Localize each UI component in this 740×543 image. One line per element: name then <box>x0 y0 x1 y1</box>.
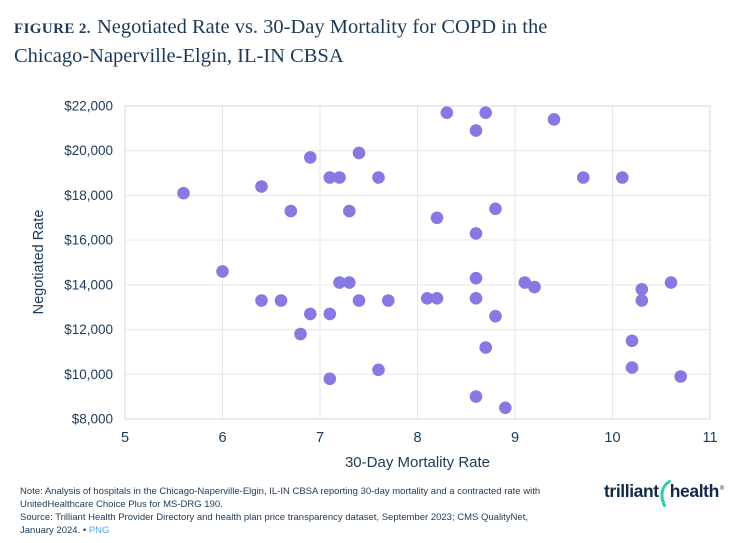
data-point <box>255 294 268 307</box>
data-point <box>304 307 317 321</box>
figure-title: FIGURE 2. Negotiated Rate vs. 30-Day Mort… <box>14 14 694 70</box>
registered-mark: ® <box>719 486 724 492</box>
data-point <box>352 294 366 307</box>
data-point <box>469 292 483 305</box>
y-tick-label: $10,000 <box>64 367 113 382</box>
data-point <box>284 204 298 218</box>
y-tick-label: $22,000 <box>64 99 113 114</box>
y-tick-label: $18,000 <box>64 188 113 203</box>
data-point <box>479 341 493 354</box>
trilliant-health-logo: trilliant health ® <box>604 480 724 507</box>
data-point <box>333 276 346 289</box>
data-point <box>518 276 532 289</box>
data-point <box>489 309 502 323</box>
data-point <box>469 271 483 285</box>
logo-swoosh-icon <box>660 480 671 507</box>
x-tick-label: 9 <box>511 430 519 446</box>
data-point <box>430 292 444 305</box>
source-line: Source: Trilliant Health Provider Direct… <box>20 512 528 523</box>
png-link[interactable]: PNG <box>88 525 110 536</box>
data-point <box>304 151 317 164</box>
figure-title-line2: Chicago-Naperville-Elgin, IL-IN CBSA <box>14 45 344 67</box>
plot-border <box>124 105 711 420</box>
source-line: January 2024. • PNG <box>20 524 600 537</box>
source-line-prefix: January 2024. • <box>20 525 89 536</box>
y-tick-label: $20,000 <box>64 143 113 158</box>
data-point <box>625 334 639 348</box>
data-point <box>635 294 649 307</box>
data-point <box>274 294 288 307</box>
data-point <box>616 171 629 184</box>
data-point <box>430 211 444 225</box>
data-point <box>664 276 678 289</box>
data-point <box>625 361 639 374</box>
data-point <box>528 280 541 294</box>
data-point <box>177 186 190 200</box>
data-point <box>372 363 385 377</box>
x-tick-label: 7 <box>316 430 324 446</box>
data-point <box>343 276 356 289</box>
data-point <box>499 401 512 415</box>
footer-note: Note: Analysis of hospitals in the Chica… <box>20 485 600 537</box>
data-point <box>352 146 366 160</box>
data-point <box>577 171 590 184</box>
figure-label: FIGURE 2. <box>14 21 91 37</box>
y-axis-title: Negotiated Rate <box>31 210 47 315</box>
y-tick-label: $12,000 <box>64 322 113 337</box>
note-line: UnitedHealthcare Choice Plus for MS-DRG … <box>20 499 223 510</box>
logo-word-health: health <box>669 481 720 501</box>
x-tick-label: 8 <box>413 430 421 446</box>
data-point <box>294 327 307 341</box>
data-point <box>382 294 395 307</box>
data-point <box>469 124 483 137</box>
y-tick-label: $8,000 <box>72 412 113 427</box>
data-point <box>635 283 649 296</box>
data-point <box>372 171 385 184</box>
data-point <box>255 180 268 193</box>
data-point <box>343 204 356 218</box>
data-point <box>323 307 337 321</box>
data-point <box>323 372 337 386</box>
x-tick-label: 5 <box>121 430 129 446</box>
data-point <box>674 370 687 383</box>
data-point <box>323 171 337 184</box>
x-tick-label: 11 <box>702 430 717 446</box>
note-line: Note: Analysis of hospitals in the Chica… <box>20 486 541 497</box>
x-axis-title: 30-Day Mortality Rate <box>345 454 490 471</box>
logo-word-trilliant: trilliant <box>604 481 659 501</box>
data-point <box>469 227 483 240</box>
data-point <box>440 106 454 119</box>
y-tick-label: $16,000 <box>64 233 113 248</box>
figure-title-line1: Negotiated Rate vs. 30-Day Mortality for… <box>96 16 548 38</box>
data-point <box>479 106 493 119</box>
x-tick-label: 10 <box>604 430 620 446</box>
x-tick-label: 6 <box>218 430 226 446</box>
data-point <box>216 265 229 278</box>
data-point <box>420 292 434 305</box>
data-point <box>469 390 483 403</box>
data-point <box>489 202 502 216</box>
y-tick-label: $14,000 <box>64 277 113 292</box>
data-point <box>333 171 346 184</box>
scatter-plot: 5 6 7 8 9 10 11 $8,000 $10,000 $12,000 $14,000 $16,… <box>31 99 718 472</box>
data-point <box>547 113 561 126</box>
